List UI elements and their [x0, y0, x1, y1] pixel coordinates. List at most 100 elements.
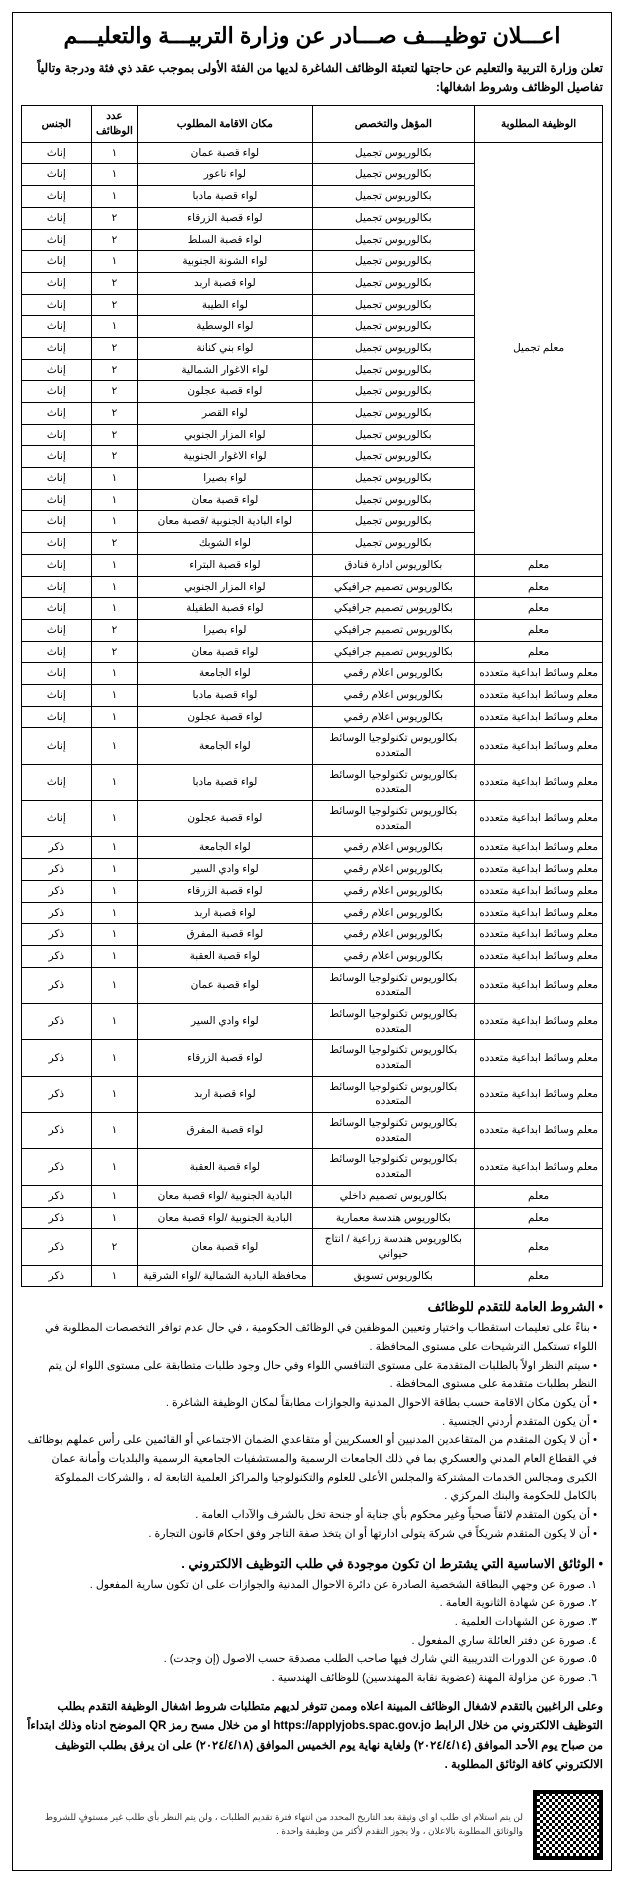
cell-gender: ذكر	[22, 1185, 92, 1207]
table-row: معلمبكالوريوس هندسة معماريةالبادية الجنو…	[22, 1207, 603, 1229]
table-row: معلمبكالوريوس تصميم جرافيكيلواء قصبة الط…	[22, 598, 603, 620]
table-row: معلم وسائط ابداعية متعددهبكالوريوس تكنول…	[22, 764, 603, 800]
cell-qualification: بكالوريوس تجميل	[312, 381, 475, 403]
cell-count: ١	[91, 554, 137, 576]
cell-location: لواء القصر	[138, 403, 312, 425]
cell-qualification: بكالوريوس تصميم جرافيكي	[312, 598, 475, 620]
cell-count: ١	[91, 1113, 137, 1149]
cell-qualification: بكالوريوس تجميل	[312, 446, 475, 468]
table-row: معلم تجميلبكالوريوس تجميللواء قصبة عمان١…	[22, 142, 603, 164]
condition-item: أن لا يكون المتقدم شريكاً في شركة يتولى …	[21, 1525, 597, 1544]
cell-gender: إناث	[22, 359, 92, 381]
cell-gender: ذكر	[22, 880, 92, 902]
cell-position: معلم	[475, 576, 603, 598]
table-row: معلم وسائط ابداعية متعددهبكالوريوس تكنول…	[22, 1040, 603, 1076]
cell-count: ١	[91, 967, 137, 1003]
table-row: معلم وسائط ابداعية متعددهبكالوريوس تكنول…	[22, 1003, 603, 1039]
cell-position: معلم	[475, 641, 603, 663]
cell-location: لواء الوسطية	[138, 316, 312, 338]
table-row: معلم وسائط ابداعية متعددهبكالوريوس تكنول…	[22, 728, 603, 764]
cell-location: لواء الاغوار الشمالية	[138, 359, 312, 381]
cell-count: ١	[91, 142, 137, 164]
cell-count: ١	[91, 1003, 137, 1039]
cell-location: لواء قصبة الزرقاء	[138, 1040, 312, 1076]
table-row: معلم وسائط ابداعية متعددهبكالوريوس اعلام…	[22, 837, 603, 859]
col-position: الوظيفة المطلوبة	[475, 106, 603, 142]
cell-gender: إناث	[22, 164, 92, 186]
condition-item: أن يكون مكان الاقامة حسب بطاقة الاحوال ا…	[21, 1394, 597, 1413]
cell-qualification: بكالوريوس اعلام رقمي	[312, 663, 475, 685]
cell-position: معلم وسائط ابداعية متعدده	[475, 859, 603, 881]
jobs-table: الوظيفة المطلوبة المؤهل والتخصص مكان الا…	[21, 105, 603, 1287]
cell-position: معلم	[475, 1265, 603, 1287]
cell-gender: إناث	[22, 598, 92, 620]
cell-location: لواء الاغوار الجنوبية	[138, 446, 312, 468]
cell-location: لواء الجامعة	[138, 837, 312, 859]
table-row: معلمبكالوريوس ادارة فنادقلواء قصبة البتر…	[22, 554, 603, 576]
cell-qualification: بكالوريوس ادارة فنادق	[312, 554, 475, 576]
cell-location: لواء قصبة عجلون	[138, 706, 312, 728]
cell-count: ١	[91, 924, 137, 946]
cell-qualification: بكالوريوس اعلام رقمي	[312, 706, 475, 728]
cell-location: لواء قصبة اربد	[138, 272, 312, 294]
cell-count: ١	[91, 251, 137, 273]
cell-gender: ذكر	[22, 967, 92, 1003]
table-row: معلمبكالوريوس هندسة زراعية / انتاج حيوان…	[22, 1229, 603, 1265]
table-row: معلم وسائط ابداعية متعددهبكالوريوس تكنول…	[22, 1076, 603, 1112]
cell-gender: إناث	[22, 684, 92, 706]
docs-heading: • الوثائق الاساسية التي يشترط ان تكون مو…	[21, 1556, 603, 1572]
cell-location: لواء قصبة المفرق	[138, 1113, 312, 1149]
cell-count: ١	[91, 511, 137, 533]
col-qualification: المؤهل والتخصص	[312, 106, 475, 142]
closing-text: وعلى الراغبين بالتقدم لاشغال الوظائف الم…	[21, 1698, 603, 1776]
cell-position: معلم وسائط ابداعية متعدده	[475, 801, 603, 837]
cell-qualification: بكالوريوس تجميل	[312, 533, 475, 555]
cell-qualification: بكالوريوس تجميل	[312, 164, 475, 186]
doc-item: ١. صورة عن وجهي البطاقة الشخصية الصادرة …	[21, 1576, 597, 1595]
cell-count: ١	[91, 684, 137, 706]
cell-location: لواء قصبة الزرقاء	[138, 880, 312, 902]
cell-location: البادية الجنوبية /لواء قصبة معان	[138, 1207, 312, 1229]
cell-location: لواء بصيرا	[138, 619, 312, 641]
cell-position: معلم وسائط ابداعية متعدده	[475, 880, 603, 902]
footnote-text: لن يتم استلام اي طلب او اي وثيقة بعد الت…	[21, 1811, 523, 1838]
cell-qualification: بكالوريوس اعلام رقمي	[312, 924, 475, 946]
cell-qualification: بكالوريوس تكنولوجيا الوسائط المتعدده	[312, 1003, 475, 1039]
cell-count: ٢	[91, 533, 137, 555]
cell-qualification: بكالوريوس اعلام رقمي	[312, 945, 475, 967]
cell-location: لواء قصبة معان	[138, 641, 312, 663]
cell-qualification: بكالوريوس هندسة معمارية	[312, 1207, 475, 1229]
col-gender: الجنس	[22, 106, 92, 142]
cell-gender: ذكر	[22, 1207, 92, 1229]
cell-qualification: بكالوريوس اعلام رقمي	[312, 880, 475, 902]
cell-count: ٢	[91, 359, 137, 381]
cell-gender: إناث	[22, 294, 92, 316]
cell-gender: إناث	[22, 272, 92, 294]
cell-qualification: بكالوريوس تجميل	[312, 251, 475, 273]
cell-gender: ذكر	[22, 902, 92, 924]
cell-count: ١	[91, 1149, 137, 1185]
cell-gender: إناث	[22, 489, 92, 511]
cell-location: لواء الشونة الجنوبية	[138, 251, 312, 273]
cell-position: معلم وسائط ابداعية متعدده	[475, 1113, 603, 1149]
cell-qualification: بكالوريوس تجميل	[312, 316, 475, 338]
cell-gender: ذكر	[22, 945, 92, 967]
cell-location: لواء وادي السير	[138, 859, 312, 881]
cell-position: معلم	[475, 619, 603, 641]
table-row: معلمبكالوريوس تصميم جرافيكيلواء قصبة معا…	[22, 641, 603, 663]
cell-count: ٢	[91, 381, 137, 403]
cell-location: لواء قصبة مادبا	[138, 186, 312, 208]
doc-item: ٦. صورة عن مزاولة المهنة (عضوية نقابة ال…	[21, 1669, 597, 1688]
cell-location: لواء قصبة اربد	[138, 1076, 312, 1112]
cell-qualification: بكالوريوس اعلام رقمي	[312, 684, 475, 706]
cell-gender: ذكر	[22, 1040, 92, 1076]
cell-position: معلم وسائط ابداعية متعدده	[475, 1149, 603, 1185]
doc-item: ٥. صورة عن الدورات التدريبية التي شارك ف…	[21, 1650, 597, 1669]
cell-qualification: بكالوريوس تصميم جرافيكي	[312, 576, 475, 598]
table-row: معلمبكالوريوس تسويقمحافظة البادية الشمال…	[22, 1265, 603, 1287]
cell-qualification: بكالوريوس تكنولوجيا الوسائط المتعدده	[312, 728, 475, 764]
cell-gender: ذكر	[22, 1003, 92, 1039]
doc-item: ٤. صورة عن دفتر العائلة ساري المفعول .	[21, 1632, 597, 1651]
cell-location: لواء قصبة عمان	[138, 142, 312, 164]
cell-location: لواء بصيرا	[138, 468, 312, 490]
